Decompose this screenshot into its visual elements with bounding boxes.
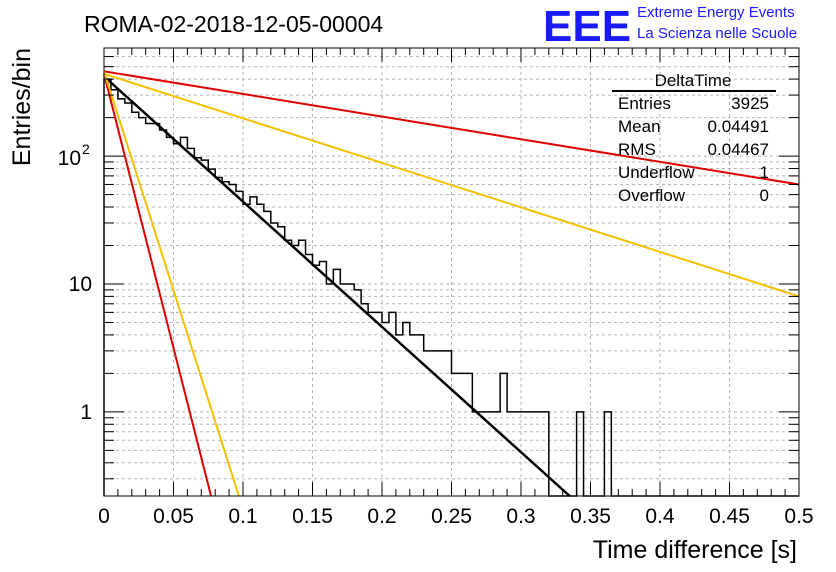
stats-label-entries: Entries bbox=[618, 94, 671, 113]
stats-box: DeltaTime Entries 3925 Mean 0.04491 RMS 0.044… bbox=[612, 71, 776, 205]
x-tick-label-4: 0.2 bbox=[367, 505, 396, 528]
logo-line1: Extreme Energy Events bbox=[637, 4, 795, 21]
y-tick-label-100-base: 10 bbox=[58, 147, 81, 170]
y-tick-label-10: 10 bbox=[69, 273, 92, 296]
stats-value-overflow: 0 bbox=[760, 186, 769, 205]
chart-title: ROMA-02-2018-12-05-00004 bbox=[84, 11, 383, 37]
stats-value-underflow: 1 bbox=[760, 163, 769, 182]
logo-line2: La Scienza nelle Scuole bbox=[637, 25, 797, 42]
fit-line-4 bbox=[103, 71, 240, 497]
stats-value-rms: 0.04467 bbox=[708, 140, 769, 159]
stats-label-underflow: Underflow bbox=[618, 163, 695, 182]
x-tick-label-2: 0.1 bbox=[228, 505, 257, 528]
stats-value-entries: 3925 bbox=[731, 94, 769, 113]
logo-mark: EEE bbox=[543, 2, 631, 51]
stats-label-overflow: Overflow bbox=[618, 186, 686, 205]
stats-label-mean: Mean bbox=[618, 117, 661, 136]
y-axis-label: Entries/bin bbox=[8, 48, 36, 166]
x-tick-label-8: 0.4 bbox=[645, 505, 675, 528]
x-tick-label-0: 0 bbox=[98, 505, 110, 528]
stats-title: DeltaTime bbox=[655, 71, 732, 90]
x-tick-label-10: 0.5 bbox=[784, 505, 813, 528]
x-tick-label-5: 0.25 bbox=[431, 505, 472, 528]
fit-line-1 bbox=[103, 70, 800, 186]
grid bbox=[103, 47, 800, 496]
fit-line-2 bbox=[103, 72, 800, 298]
stats-value-mean: 0.04491 bbox=[708, 117, 769, 136]
stats-label-rms: RMS bbox=[618, 140, 656, 159]
x-tick-label-3: 0.15 bbox=[292, 505, 333, 528]
x-axis: 0 0.05 0.1 0.15 0.2 0.25 0.3 0.35 0.4 0.45 0.5 bbox=[98, 48, 814, 528]
fit-line-3 bbox=[103, 73, 212, 497]
x-tick-label-6: 0.3 bbox=[506, 505, 535, 528]
x-tick-label-1: 0.05 bbox=[153, 505, 194, 528]
fit-lines bbox=[103, 70, 800, 497]
fit-line-0 bbox=[103, 75, 571, 497]
y-tick-label-100-exponent: 2 bbox=[82, 141, 90, 157]
x-tick-label-9: 0.45 bbox=[709, 505, 750, 528]
x-axis-label: Time difference [s] bbox=[593, 536, 797, 564]
y-tick-label-1: 1 bbox=[80, 401, 92, 424]
logo: EEE Extreme Energy Events La Scienza nel… bbox=[543, 2, 797, 51]
x-tick-label-7: 0.35 bbox=[570, 505, 611, 528]
